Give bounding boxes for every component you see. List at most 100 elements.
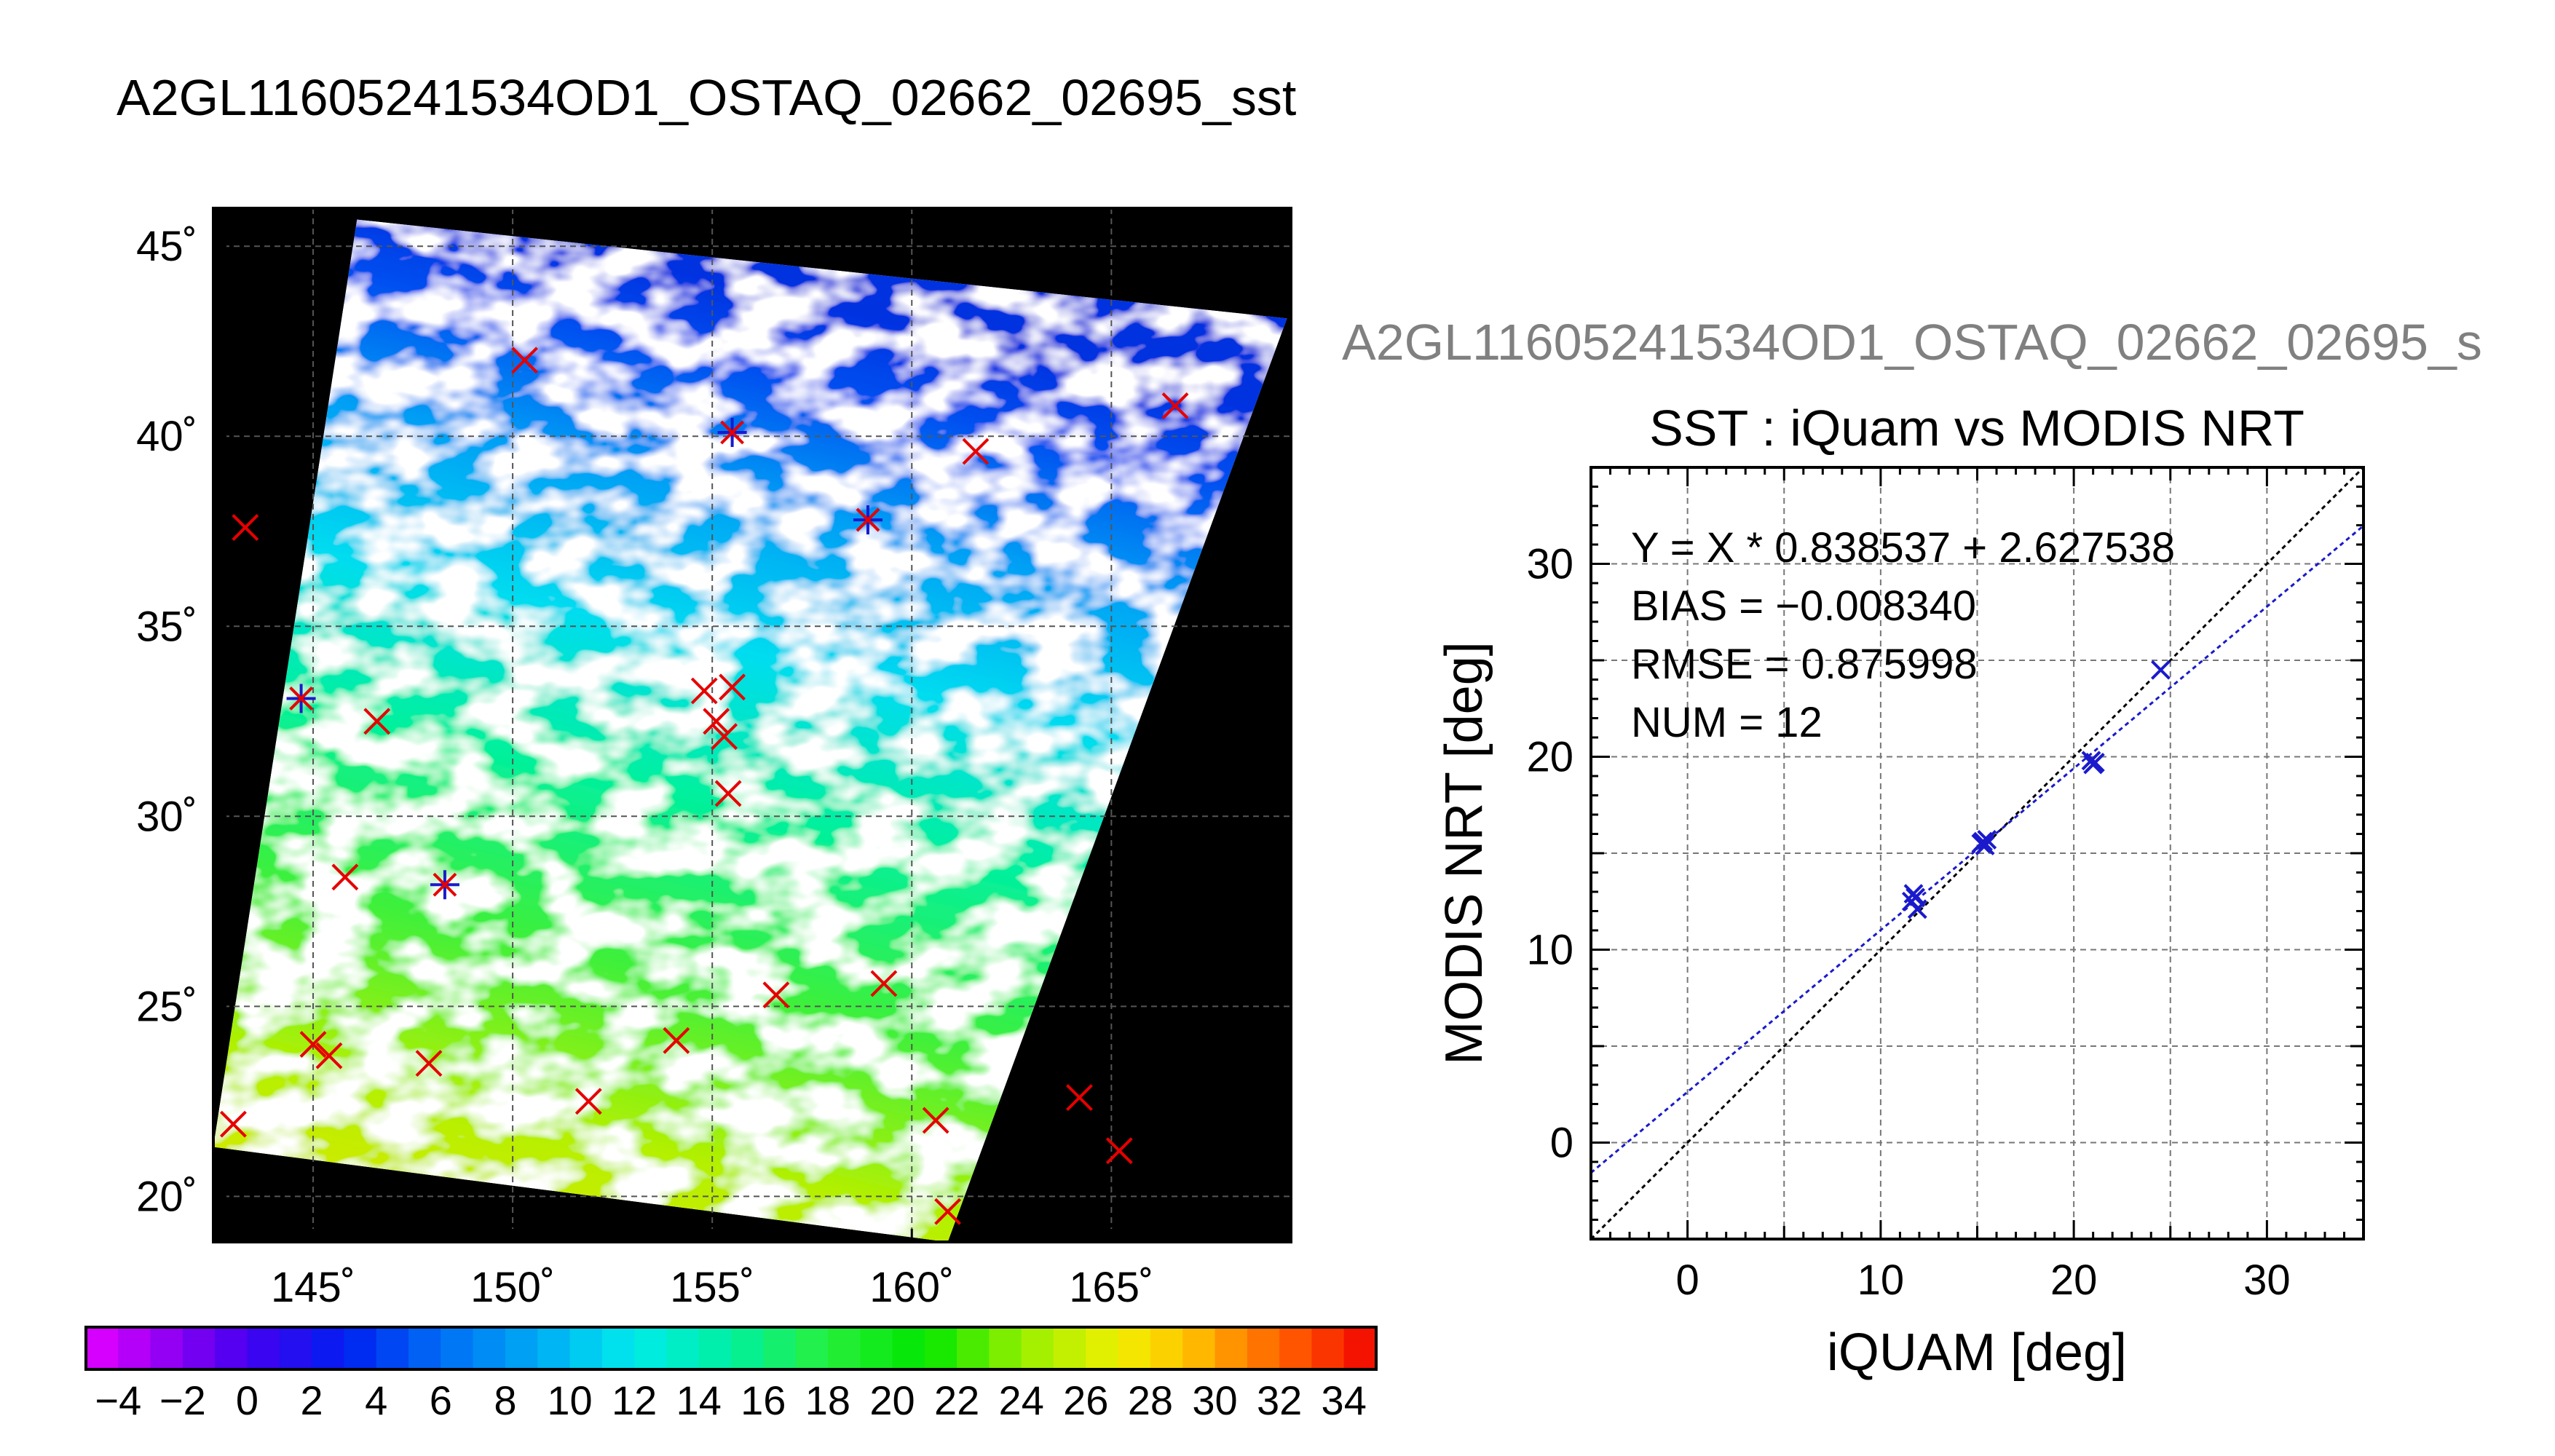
colorbar-cell <box>86 1327 119 1369</box>
colorbar-cell <box>989 1327 1022 1369</box>
map-y-tick-label: 35˚ <box>136 603 197 650</box>
colorbar-cell <box>892 1327 925 1369</box>
map-x-tick-label: 155˚ <box>670 1264 754 1311</box>
colorbar-tick-label: 22 <box>934 1377 979 1423</box>
colorbar-cell <box>1086 1327 1119 1369</box>
colorbar-tick-label: 14 <box>676 1377 722 1423</box>
colorbar-cell <box>569 1327 603 1369</box>
scatter-y-tick-label: 0 <box>1550 1120 1573 1167</box>
map-y-ticks: 20˚ 25˚ 30˚ 35˚ 40˚ 45˚ <box>136 223 226 1220</box>
map-marker-red <box>922 1107 949 1134</box>
colorbar-cell <box>795 1327 829 1369</box>
map-markers <box>219 347 1189 1225</box>
colorbar-cell <box>666 1327 700 1369</box>
map-x-ticks: 145˚ 150˚ 155˚ 160˚ 165˚ <box>271 1229 1153 1311</box>
scatter-title: SST : iQuam vs MODIS NRT <box>1649 400 2305 456</box>
map-marker-red <box>299 1031 327 1058</box>
colorbar-cell <box>537 1327 570 1369</box>
map-y-tick-label: 25˚ <box>136 983 197 1030</box>
scatter-x-tick-label: 20 <box>2050 1257 2098 1304</box>
scatter-x-label: iQUAM [deg] <box>1827 1324 2127 1382</box>
colorbar-cell <box>1311 1327 1345 1369</box>
colorbar-cell <box>441 1327 474 1369</box>
map-marker-red <box>1066 1084 1093 1112</box>
colorbar-cell <box>215 1327 248 1369</box>
colorbar-tick-label: 4 <box>365 1377 387 1423</box>
colorbar-tick-label: 34 <box>1322 1377 1367 1423</box>
colorbar-tick-label: 28 <box>1128 1377 1173 1423</box>
scatter-x-tick-label: 10 <box>1857 1257 1905 1304</box>
colorbar-cell <box>1215 1327 1248 1369</box>
map-marker-red <box>574 1088 602 1115</box>
map-marker-red <box>690 677 718 705</box>
map-marker-blue <box>286 684 316 713</box>
scatter-grid <box>1591 467 2364 1239</box>
colorbar-cell <box>1118 1327 1151 1369</box>
colorbar-cell <box>1247 1327 1280 1369</box>
scatter-ticks: 0 10 20 30 0 10 20 30 <box>1526 466 2365 1304</box>
colorbar-tick-label: 0 <box>236 1377 258 1423</box>
scatter-suptitle: A2GL11605241534OD1_OSTAQ_02662_02695_s <box>1342 314 2482 371</box>
map-marker-red <box>1161 392 1189 419</box>
colorbar-cell <box>182 1327 216 1369</box>
scatter-panel: SST : iQuam vs MODIS NRT 0 10 20 300102030 … <box>1435 400 2365 1382</box>
map-frame <box>212 207 1292 1243</box>
colorbar-cell <box>1150 1327 1183 1369</box>
colorbar-labels: −4 −2 0 2 4 6 8 10 12 14 16 18 20 22 24 26 28 30 32 34 <box>95 1377 1366 1423</box>
colorbar-cell <box>473 1327 506 1369</box>
map-marker-red <box>232 514 259 541</box>
colorbar-tick-label: 8 <box>494 1377 516 1423</box>
colorbar-cell <box>408 1327 441 1369</box>
colorbar-cell <box>505 1327 538 1369</box>
map-marker-red <box>870 970 898 997</box>
colorbar-frame <box>84 1326 1378 1371</box>
colorbar-tick-label: 24 <box>999 1377 1044 1423</box>
colorbar-cell <box>1054 1327 1086 1369</box>
map-marker-red <box>219 1110 247 1138</box>
colorbar-cell <box>1021 1327 1054 1369</box>
colorbar-cell <box>827 1327 861 1369</box>
map-y-tick-label: 40˚ <box>136 413 197 460</box>
map-x-tick-label: 150˚ <box>470 1264 555 1311</box>
colorbar-tick-label: 18 <box>805 1377 850 1423</box>
stats-rmse: RMSE = 0.875998 <box>1631 641 1978 688</box>
map-marker-red <box>331 863 359 891</box>
colorbar-tick-label: 12 <box>612 1377 657 1423</box>
colorbar-tick-label: 30 <box>1192 1377 1237 1423</box>
colorbar-tick-label: 32 <box>1257 1377 1302 1423</box>
map-marker-blue <box>717 418 747 448</box>
map-y-tick-label: 45˚ <box>136 223 197 270</box>
colorbar-cell <box>957 1327 990 1369</box>
map-marker-red <box>934 1198 962 1225</box>
map-y-tick-label: 20˚ <box>136 1173 197 1220</box>
map-marker-red <box>415 1050 443 1077</box>
scatter-y-tick-label: 20 <box>1526 734 1573 781</box>
map-marker-red <box>714 780 742 807</box>
colorbar-cell <box>698 1327 732 1369</box>
map-marker-red <box>1105 1137 1133 1165</box>
colorbar-cell <box>1279 1327 1312 1369</box>
map-marker-red <box>363 708 391 735</box>
scatter-point <box>2085 753 2105 772</box>
scatter-point <box>2151 660 2171 680</box>
stats-bias: BIAS = −0.008340 <box>1631 582 1976 630</box>
colorbar-cell <box>601 1327 635 1369</box>
map-marker-red <box>663 1026 690 1054</box>
main-title: A2GL11605241534OD1_OSTAQ_02662_02695_sst <box>117 69 1296 126</box>
map-marker-red <box>703 708 730 735</box>
colorbar-cell <box>1343 1327 1377 1369</box>
sst-field <box>213 219 1287 1242</box>
colorbar-cell <box>731 1327 764 1369</box>
scatter-x-tick-label: 0 <box>1675 1257 1699 1304</box>
scatter-points <box>1901 660 2171 919</box>
colorbar-cell <box>763 1327 797 1369</box>
scatter-point <box>1977 830 1997 850</box>
map-x-tick-label: 160˚ <box>869 1264 954 1311</box>
colorbar-tick-label: −4 <box>95 1377 141 1423</box>
map-x-tick-label: 145˚ <box>271 1264 355 1311</box>
stats-fit-equation: Y = X * 0.838537 + 2.627538 <box>1631 524 2175 571</box>
colorbar-cell <box>279 1327 312 1369</box>
colorbar-cell <box>312 1327 344 1369</box>
map-marker-red <box>511 347 538 374</box>
